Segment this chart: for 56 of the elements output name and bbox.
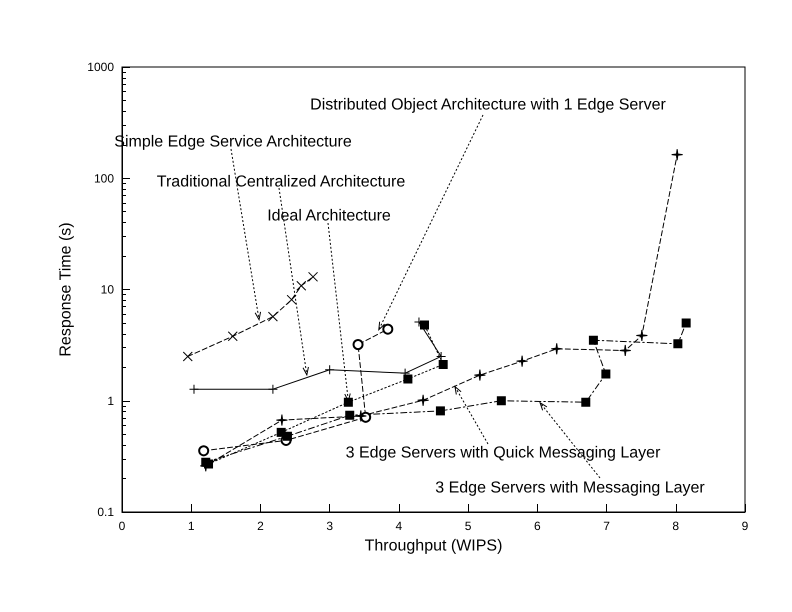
point <box>324 364 335 375</box>
point <box>581 398 590 407</box>
y-axis-title: Response Time (s) <box>58 222 74 357</box>
point <box>550 342 563 355</box>
point <box>588 336 598 345</box>
x-tick-label: 3 <box>326 519 334 533</box>
x-tick-label: 7 <box>603 519 610 533</box>
point <box>619 344 632 356</box>
point <box>682 318 691 328</box>
point <box>354 410 367 422</box>
point <box>282 432 292 441</box>
annotation: Ideal Architecture <box>267 208 391 224</box>
y-tick-label: 1 <box>107 394 114 408</box>
point <box>201 458 210 467</box>
x-tick-label: 0 <box>118 519 126 533</box>
x-axis-title: Throughput (WIPS) <box>364 538 502 554</box>
point <box>228 331 238 342</box>
x-tick-label: 2 <box>257 519 264 533</box>
annotation: Traditional Centralized Architecture <box>156 174 406 190</box>
x-tick-label: 9 <box>742 519 749 533</box>
point <box>344 398 353 407</box>
point <box>601 369 610 378</box>
y-tick-label: 10 <box>100 282 114 296</box>
point <box>420 320 429 330</box>
point <box>474 369 486 382</box>
point <box>403 374 412 384</box>
point <box>286 294 297 305</box>
point <box>268 312 278 322</box>
point <box>636 329 648 342</box>
point <box>268 384 278 394</box>
point <box>671 148 684 161</box>
point <box>516 355 528 368</box>
annotation: 3 Edge Servers with Messaging Layer <box>435 480 706 496</box>
annotation: 3 Edge Servers with Quick Messaging Layer <box>346 444 662 462</box>
x-tick-label: 6 <box>534 519 541 533</box>
point <box>198 445 210 456</box>
point <box>182 351 193 362</box>
point <box>382 324 394 335</box>
point <box>496 396 506 406</box>
y-tick-label: 0.1 <box>97 505 114 519</box>
point <box>438 360 448 369</box>
y-tick-label: 1000 <box>87 60 114 74</box>
x-tick-label: 4 <box>396 519 403 533</box>
point <box>276 414 288 426</box>
point <box>296 280 306 291</box>
x-tick-label: 5 <box>464 519 472 533</box>
point <box>345 410 354 420</box>
x-tick-label: 1 <box>188 519 195 533</box>
annotation: Distributed Object Architecture with 1 Edge Server <box>310 96 667 114</box>
point <box>417 394 430 406</box>
point <box>436 406 445 416</box>
point <box>673 339 682 348</box>
point <box>352 339 364 350</box>
x-tick-label: 8 <box>672 519 680 533</box>
y-tick-label: 100 <box>94 171 114 186</box>
point <box>308 272 318 282</box>
